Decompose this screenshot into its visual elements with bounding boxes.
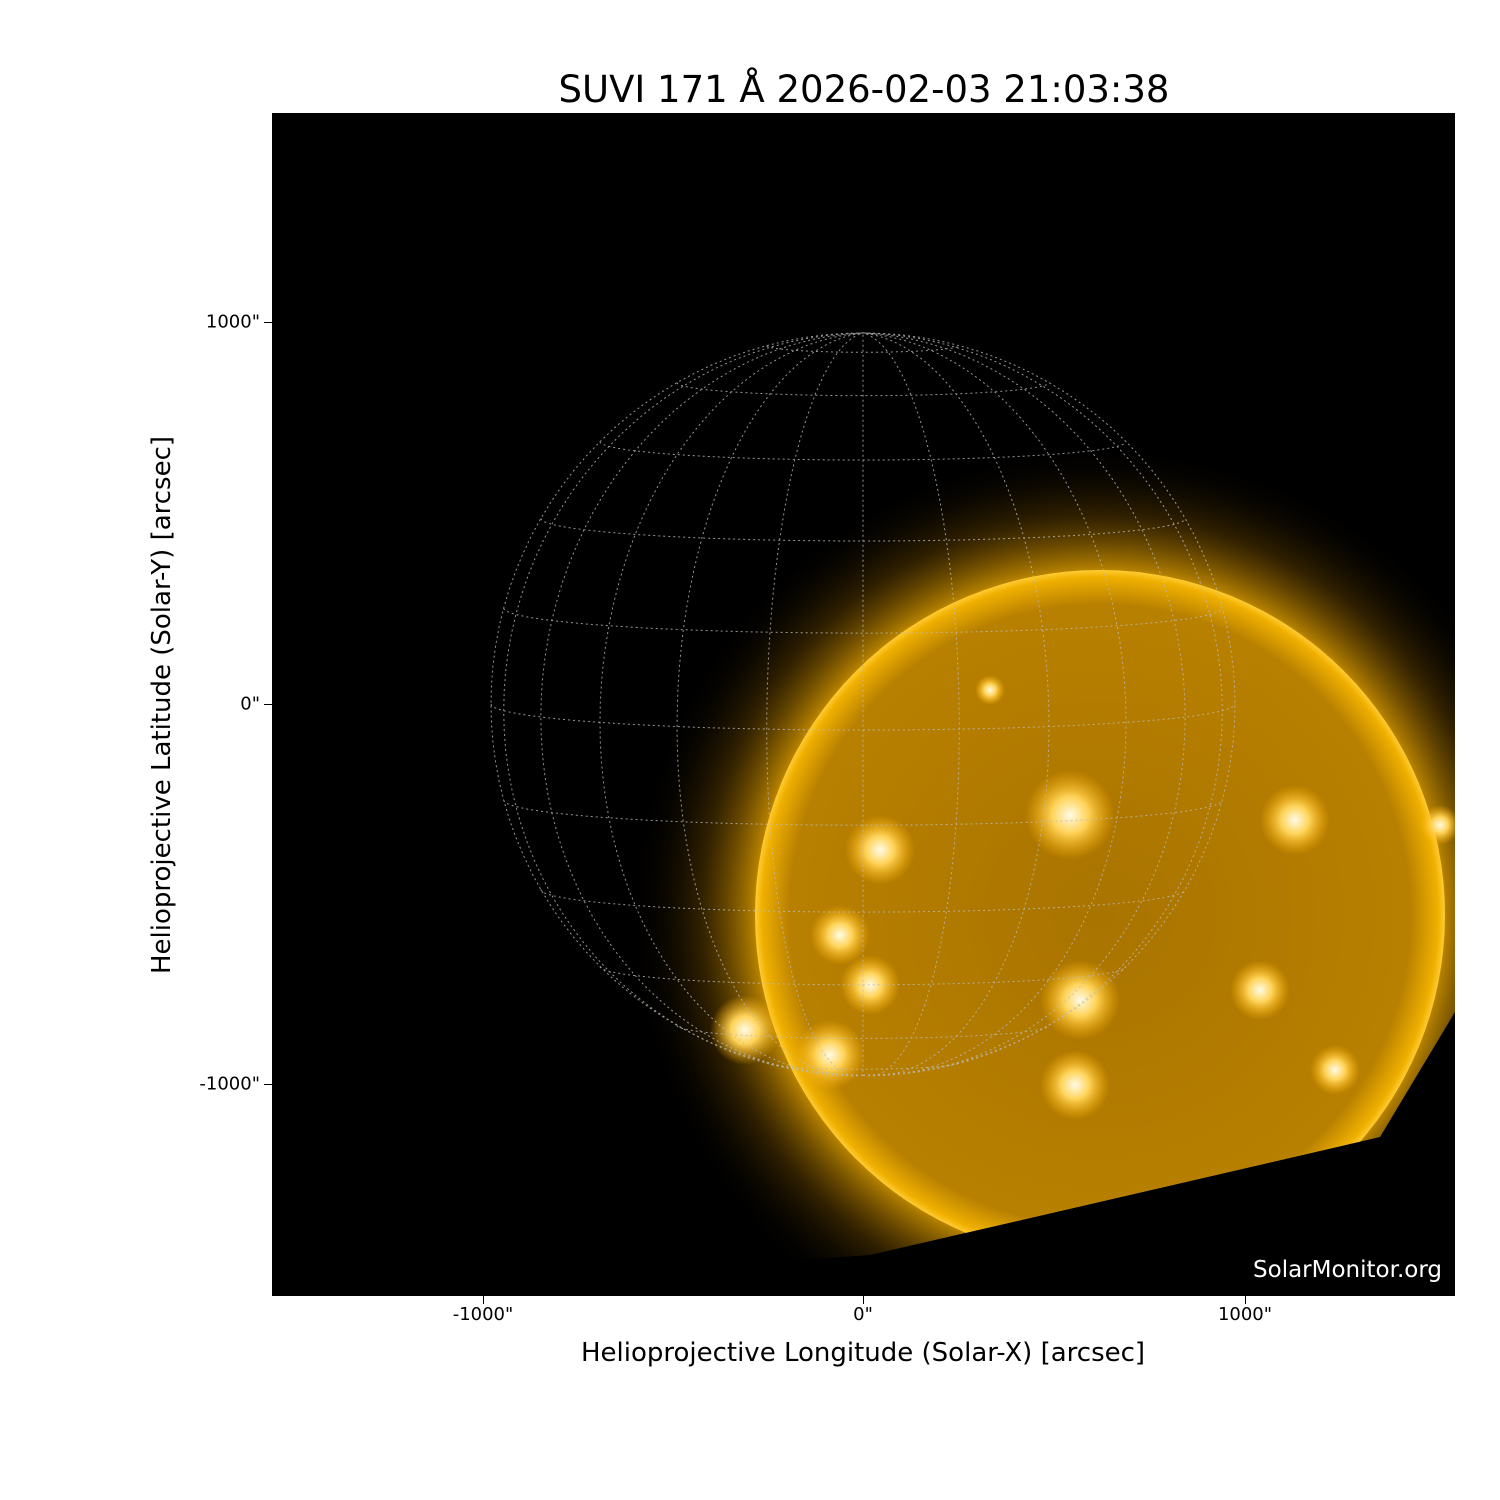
active-region xyxy=(1310,1045,1360,1095)
active-region xyxy=(1260,785,1330,855)
active-region xyxy=(1420,805,1455,845)
x-tick-label: 1000" xyxy=(1217,1304,1273,1325)
active-region xyxy=(1230,960,1290,1020)
latitude-line xyxy=(490,703,1236,731)
active-region xyxy=(710,995,780,1065)
x-tick-label: 0" xyxy=(853,1304,873,1325)
latitude-line xyxy=(503,607,1223,634)
latitude-line xyxy=(676,382,1050,397)
coordinate-grid xyxy=(490,332,1236,1077)
longitude-line xyxy=(676,332,864,1077)
latitude-line xyxy=(599,441,1127,461)
latitude-line xyxy=(503,799,1223,826)
y-axis-label: Helioprojective Latitude (Solar-Y) [arcs… xyxy=(147,435,177,975)
x-tick-label: -1000" xyxy=(452,1304,514,1325)
latitude-line xyxy=(766,1062,960,1070)
active-region xyxy=(795,1020,865,1090)
active-region xyxy=(810,905,870,965)
latitude-line xyxy=(599,966,1127,986)
plot-title: SUVI 171 Å 2026-02-03 21:03:38 xyxy=(558,68,1170,111)
latitude-line xyxy=(540,518,1186,542)
watermark: SolarMonitor.org xyxy=(1253,1257,1442,1283)
latitude-line xyxy=(766,345,960,353)
y-tick-label: 0" xyxy=(240,693,260,715)
active-region xyxy=(975,675,1005,705)
active-region xyxy=(845,815,915,885)
active-region xyxy=(1040,960,1120,1040)
longitude-line xyxy=(503,332,864,1076)
y-tick-label: -1000" xyxy=(199,1073,260,1095)
latitude-line xyxy=(540,889,1186,913)
solar-image xyxy=(272,113,1455,1296)
active-region xyxy=(1040,1050,1110,1120)
y-tick-label: 1000" xyxy=(205,311,260,333)
active-region xyxy=(1025,770,1115,860)
longitude-line xyxy=(766,332,864,1077)
active-region xyxy=(840,955,900,1015)
latitude-line xyxy=(676,1025,1050,1039)
longitude-line xyxy=(862,332,1127,1077)
x-axis-label: Helioprojective Longitude (Solar-X) [arc… xyxy=(580,1338,1146,1368)
